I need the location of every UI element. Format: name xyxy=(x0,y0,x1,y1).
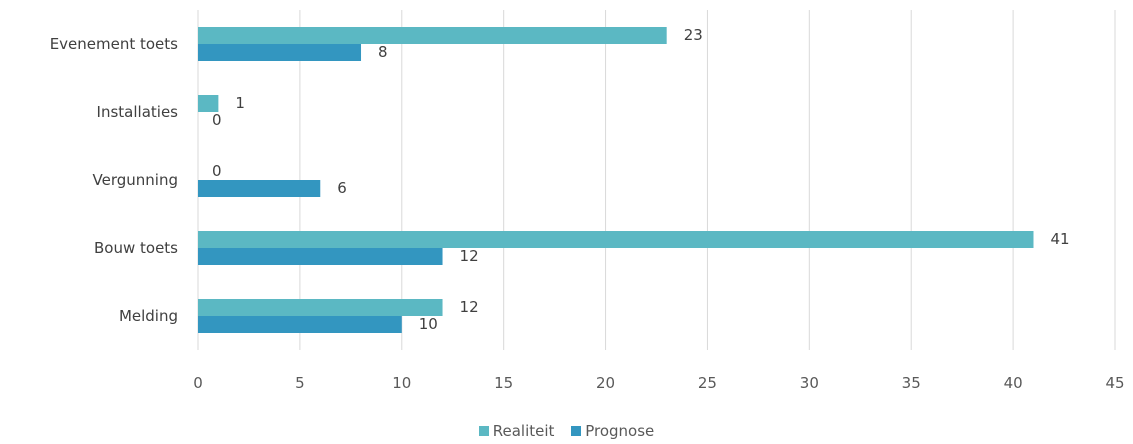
legend-swatch-prognose xyxy=(571,426,582,436)
category-label: Evenement toets xyxy=(50,35,178,53)
data-label: 12 xyxy=(460,298,479,316)
x-tick-label: 30 xyxy=(800,374,819,392)
data-label: 10 xyxy=(419,315,438,333)
bar-realiteit xyxy=(198,95,219,112)
data-label: 41 xyxy=(1050,230,1069,248)
data-label: 1 xyxy=(235,94,245,112)
bar-prognose xyxy=(198,248,443,265)
category-label: Installaties xyxy=(97,103,179,121)
x-tick-label: 15 xyxy=(494,374,513,392)
legend-label-prognose: Prognose xyxy=(585,422,655,440)
data-label: 23 xyxy=(684,26,703,44)
x-tick-label: 40 xyxy=(1004,374,1023,392)
data-label: 0 xyxy=(212,111,222,129)
legend-item-prognose: Prognose xyxy=(571,422,654,440)
category-label: Melding xyxy=(119,307,178,325)
legend-item-realiteit: Realiteit xyxy=(478,422,555,440)
x-tick-label: 0 xyxy=(193,374,203,392)
legend-swatch-realiteit xyxy=(478,426,489,436)
bar-prognose xyxy=(198,316,402,333)
x-tick-label: 45 xyxy=(1105,374,1124,392)
category-label: Bouw toets xyxy=(94,239,178,257)
data-label: 6 xyxy=(337,179,347,197)
gridlines xyxy=(197,10,1116,350)
category-label: Vergunning xyxy=(93,171,178,189)
bar-prognose xyxy=(198,180,321,197)
bar-realiteit xyxy=(198,27,667,44)
legend-label-realiteit: Realiteit xyxy=(492,422,555,440)
legend: Realiteit Prognose xyxy=(0,422,1133,440)
x-tick-label: 25 xyxy=(698,374,717,392)
data-label: 8 xyxy=(378,43,388,61)
data-label: 0 xyxy=(212,162,222,180)
x-tick-labels: 0 5 10 15 20 25 30 35 40 45 xyxy=(193,374,1124,392)
bar-realiteit xyxy=(198,231,1034,248)
bars xyxy=(198,27,1034,333)
bar-realiteit xyxy=(198,299,443,316)
data-label: 12 xyxy=(460,247,479,265)
x-tick-label: 5 xyxy=(295,374,305,392)
x-tick-label: 20 xyxy=(596,374,615,392)
x-tick-label: 10 xyxy=(392,374,411,392)
bar-prognose xyxy=(198,44,362,61)
category-labels: Evenement toets Installaties Vergunning Bou… xyxy=(50,35,178,325)
x-tick-label: 35 xyxy=(902,374,921,392)
